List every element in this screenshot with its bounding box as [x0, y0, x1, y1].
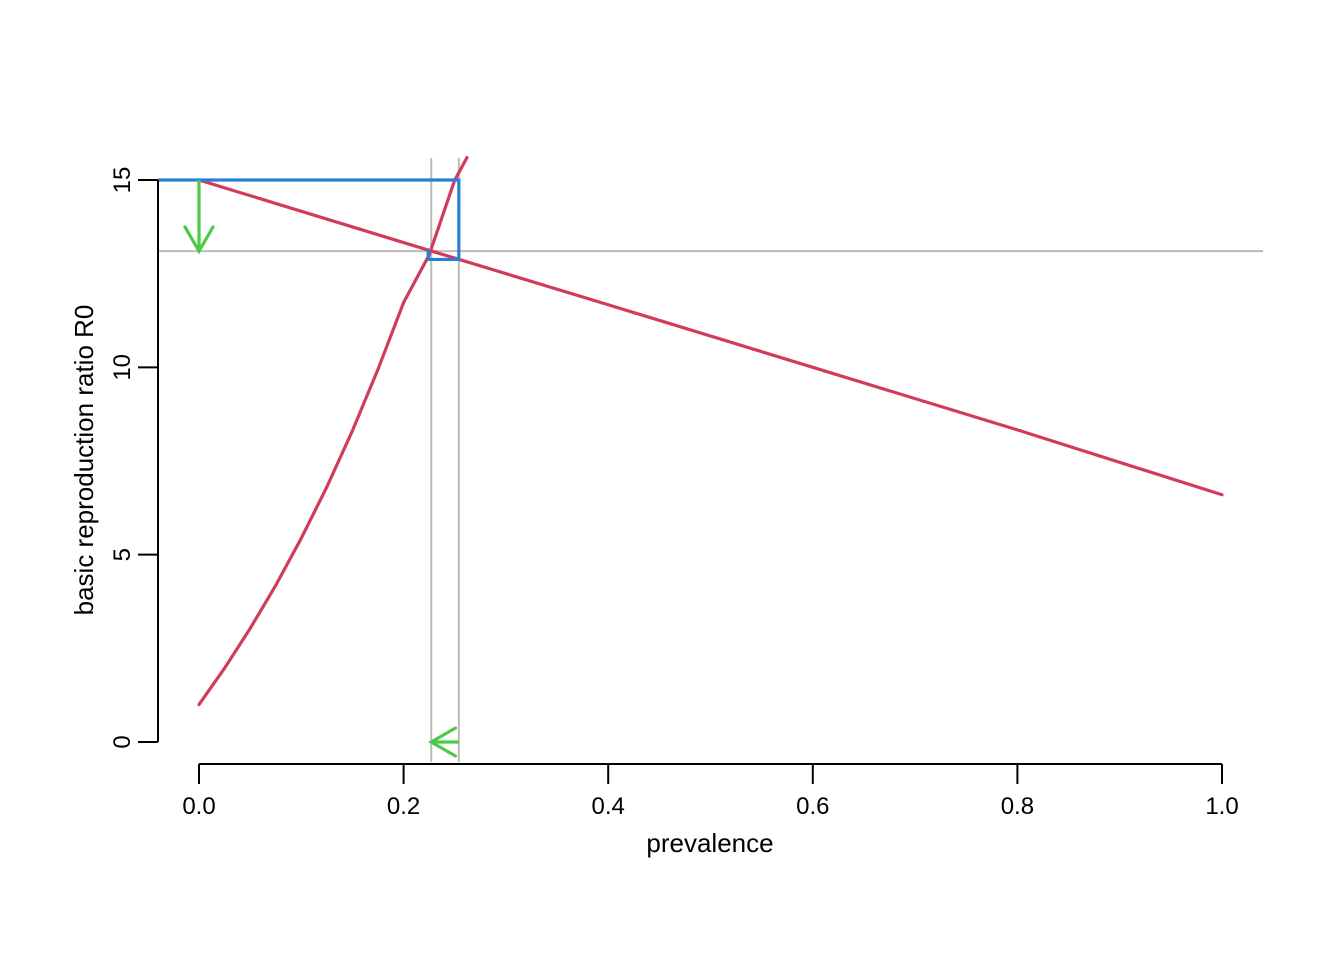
y-axis-title: basic reproduction ratio R0 [69, 305, 99, 616]
y-tick-label: 15 [109, 167, 136, 194]
y-tick-label: 10 [109, 354, 136, 381]
x-tick-label: 0.0 [182, 793, 215, 820]
x-tick-label: 1.0 [1205, 793, 1238, 820]
x-tick-label: 0.8 [1001, 793, 1034, 820]
x-tick-label: 0.4 [592, 793, 625, 820]
series-line-1 [197, 178, 1224, 497]
arrow-head-0 [183, 225, 215, 255]
series-line-0 [197, 155, 469, 707]
annotation-step-path [158, 178, 461, 262]
arrow-head-1 [428, 726, 458, 758]
y-axis: 0 5 10 15 [109, 167, 159, 749]
arrows [183, 180, 459, 758]
y-tick-label: 0 [109, 735, 136, 748]
x-tick-label: 0.2 [387, 793, 420, 820]
series-lines [197, 155, 1224, 707]
annotation-path [158, 178, 461, 262]
y-tick-label: 5 [109, 548, 136, 561]
x-axis: 0.0 0.2 0.4 0.6 0.8 1.0 [182, 763, 1239, 820]
x-axis-title: prevalence [646, 828, 773, 858]
x-tick-label: 0.6 [796, 793, 829, 820]
reference-lines [158, 158, 1263, 762]
